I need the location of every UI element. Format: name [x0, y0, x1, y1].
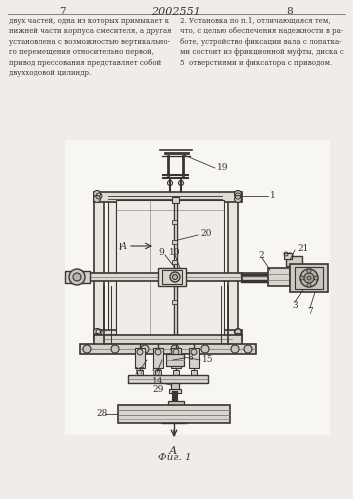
Text: 3: 3: [292, 300, 298, 309]
Text: 20: 20: [200, 230, 211, 239]
Bar: [118, 405, 230, 423]
Circle shape: [137, 349, 143, 355]
Bar: [191, 370, 197, 378]
Text: 10: 10: [169, 248, 180, 256]
Bar: [128, 375, 208, 383]
Text: 1: 1: [270, 192, 276, 201]
Circle shape: [94, 191, 101, 198]
Text: двух частей, одна из которых примыкает к
нижней части корпуса смесителя, а друга: двух частей, одна из которых примыкает к…: [9, 17, 172, 77]
Bar: [172, 280, 177, 284]
Text: 9: 9: [158, 248, 164, 256]
Bar: [155, 370, 161, 378]
Circle shape: [234, 333, 241, 340]
Bar: [214, 195, 222, 335]
Bar: [228, 195, 238, 335]
Circle shape: [73, 273, 81, 281]
Circle shape: [287, 253, 293, 259]
Bar: [166, 354, 184, 366]
Circle shape: [173, 274, 178, 279]
Bar: [172, 240, 177, 244]
Bar: [171, 383, 179, 391]
Circle shape: [231, 345, 239, 353]
Bar: [94, 195, 104, 335]
Circle shape: [191, 349, 197, 355]
Bar: [169, 389, 181, 393]
Bar: [162, 270, 182, 284]
Bar: [94, 335, 242, 347]
Bar: [80, 344, 256, 354]
Bar: [65, 271, 90, 283]
Text: 2: 2: [258, 250, 264, 259]
Bar: [72, 273, 242, 281]
Circle shape: [307, 276, 311, 280]
Bar: [94, 192, 242, 202]
Bar: [295, 267, 323, 289]
Bar: [172, 260, 177, 264]
Text: 15: 15: [202, 354, 214, 363]
Bar: [173, 370, 179, 378]
Text: Фиг. 1: Фиг. 1: [158, 453, 192, 462]
Text: 28: 28: [96, 410, 107, 419]
Bar: [116, 200, 224, 335]
Circle shape: [304, 273, 314, 283]
Bar: [108, 195, 116, 335]
Bar: [172, 197, 179, 203]
Bar: [171, 348, 181, 368]
Text: 8: 8: [187, 352, 193, 361]
Bar: [290, 264, 328, 292]
Bar: [268, 268, 290, 286]
Bar: [135, 348, 145, 368]
Bar: [153, 348, 163, 368]
Text: 2. Установка по п.1, отличающаяся тем,
что, с целью обеспечения надежности в ра-: 2. Установка по п.1, отличающаяся тем, ч…: [180, 17, 344, 66]
Bar: [286, 256, 302, 266]
Bar: [242, 273, 322, 281]
Circle shape: [234, 191, 241, 198]
Bar: [137, 370, 143, 378]
Text: 17: 17: [134, 367, 145, 377]
Bar: [158, 268, 186, 286]
Circle shape: [307, 269, 311, 273]
Text: 8: 8: [287, 7, 293, 16]
Circle shape: [170, 272, 180, 282]
Text: 14: 14: [152, 378, 163, 387]
Text: А: А: [120, 242, 127, 250]
Circle shape: [94, 333, 101, 340]
Circle shape: [173, 349, 179, 355]
Text: А: А: [169, 446, 177, 456]
Circle shape: [307, 283, 311, 287]
Bar: [168, 401, 184, 406]
Text: 2002551: 2002551: [151, 7, 201, 17]
Text: 17: 17: [151, 369, 162, 379]
Circle shape: [69, 269, 85, 285]
Circle shape: [300, 269, 318, 287]
Circle shape: [314, 276, 318, 280]
Bar: [172, 300, 177, 304]
Circle shape: [244, 345, 252, 353]
Circle shape: [300, 276, 304, 280]
Bar: [189, 348, 199, 368]
Circle shape: [83, 345, 91, 353]
Text: 19: 19: [217, 163, 228, 172]
Text: 29: 29: [152, 386, 163, 395]
Bar: [65, 140, 330, 435]
Circle shape: [111, 345, 119, 353]
Text: 21: 21: [297, 244, 309, 252]
Bar: [94, 330, 242, 340]
Bar: [172, 220, 177, 224]
Circle shape: [141, 345, 149, 353]
Circle shape: [201, 345, 209, 353]
Bar: [284, 253, 292, 259]
Circle shape: [171, 345, 179, 353]
Circle shape: [94, 196, 101, 203]
Circle shape: [94, 328, 101, 335]
Text: 7: 7: [59, 7, 65, 16]
Circle shape: [234, 196, 241, 203]
Circle shape: [234, 328, 241, 335]
Circle shape: [155, 349, 161, 355]
Text: 7: 7: [307, 306, 313, 315]
